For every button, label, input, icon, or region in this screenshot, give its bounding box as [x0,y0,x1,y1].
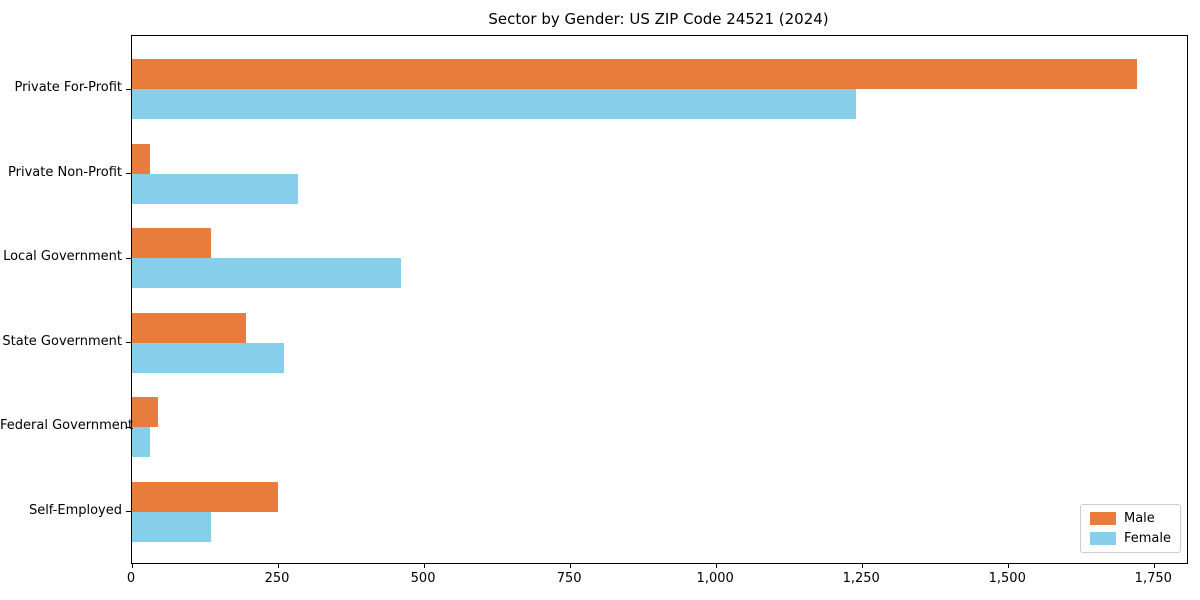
bar-female-local-government [132,258,401,288]
x-tick-label: 750 [556,571,582,586]
y-tick-mark [126,426,131,428]
legend-label-female: Female [1123,531,1171,546]
x-tick-mark [569,563,571,568]
bar-female-private-for-profit [132,89,857,119]
x-tick-mark [861,563,863,568]
y-tick-mark [126,173,131,175]
bar-male-self-employed [132,481,279,512]
x-tick-label: 1,500 [988,571,1026,586]
y-axis-category-label: Private For-Profit [14,80,122,95]
legend-entry-female: Female [1089,531,1171,546]
y-axis-category-label: Private Non-Profit [8,164,122,180]
legend-entry-male: Male [1089,511,1171,526]
legend-swatch-male [1089,512,1116,525]
y-tick-mark [126,511,131,513]
x-tick-label: 0 [126,571,136,586]
x-tick-label: 500 [410,571,436,586]
bar-female-federal-government [132,427,150,457]
x-tick-label: 1,750 [1134,571,1172,586]
x-tick-mark [1007,563,1010,568]
bar-female-private-non-profit [132,173,299,204]
legend: Male Female [1079,504,1181,553]
bar-female-self-employed [132,511,211,542]
y-axis-category-label: Federal Government [0,418,134,433]
legend-swatch-female [1089,532,1116,545]
y-tick-mark [126,88,131,90]
x-tick-mark [715,563,717,568]
y-tick-mark [126,257,131,259]
x-tick-mark [1153,563,1156,568]
bar-male-private-non-profit [132,143,150,174]
x-tick-mark [277,563,279,568]
chart-title: Sector by Gender: US ZIP Code 24521 (202… [488,10,829,28]
bar-male-private-for-profit [132,59,1137,89]
y-axis-category-label: Local Government [3,249,122,264]
bar-male-local-government [132,228,211,258]
x-tick-label: 250 [264,571,290,586]
x-tick-mark [131,563,133,568]
x-tick-label: 1,000 [696,571,734,586]
bar-male-federal-government [132,397,159,427]
x-tick-mark [423,563,425,568]
y-axis-category-label: State Government [2,333,122,349]
x-tick-label: 1,250 [842,571,880,586]
y-axis-category-label: Self-Employed [28,502,122,518]
plot-area: Male Female [126,35,1188,568]
legend-label-male: Male [1123,511,1155,526]
bar-male-state-government [132,312,246,343]
y-tick-mark [126,342,131,344]
bar-female-state-government [132,342,284,373]
